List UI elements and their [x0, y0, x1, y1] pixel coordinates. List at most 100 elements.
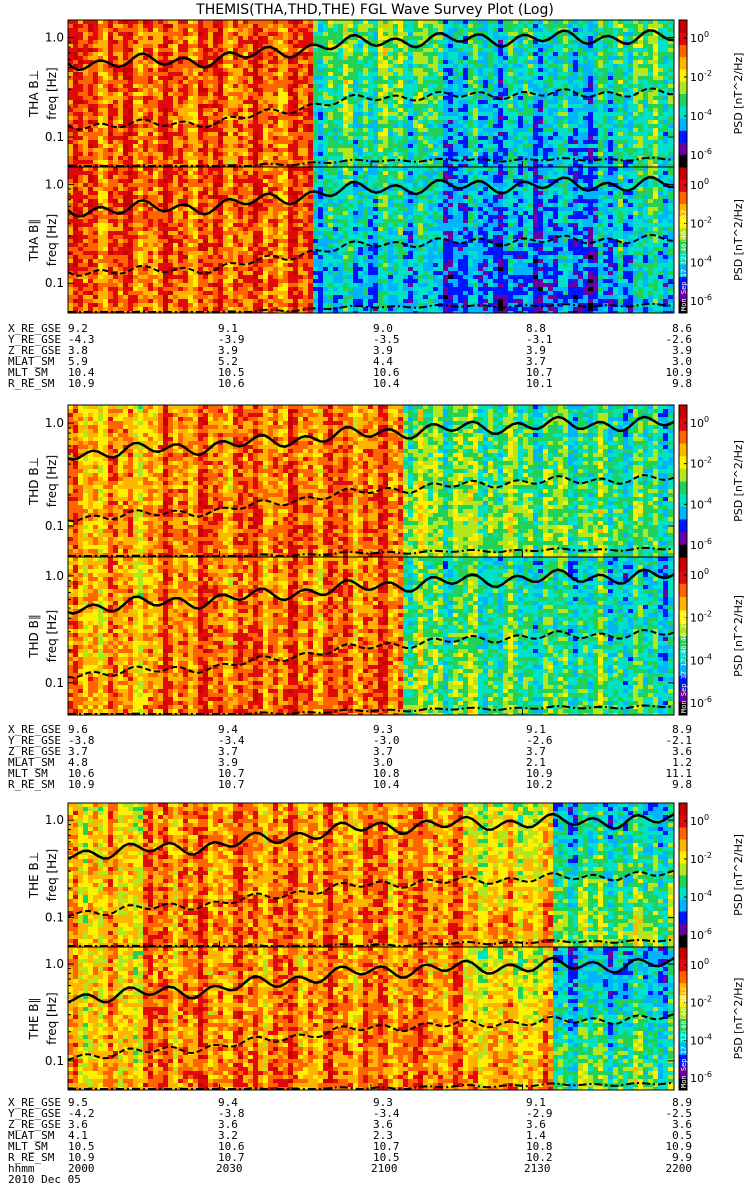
heatmap-cell: [73, 275, 79, 280]
heatmap-cell: [558, 40, 564, 45]
heatmap-cell: [68, 104, 74, 109]
heatmap-cell: [508, 128, 514, 133]
heatmap-cell: [343, 152, 349, 157]
heatmap-cell: [578, 152, 584, 157]
heatmap-cell: [193, 44, 199, 49]
gyro-frequency-line: [67, 29, 675, 72]
heatmap-cell: [203, 76, 209, 81]
heatmap-cell: [478, 28, 484, 33]
heatmap-cell: [158, 108, 164, 113]
heatmap-cell: [78, 207, 84, 212]
heatmap-cell: [333, 60, 339, 65]
heatmap-cell: [538, 128, 544, 133]
heatmap-cell: [183, 76, 189, 81]
heatmap-cell: [483, 72, 489, 77]
heatmap-cell: [348, 96, 354, 101]
heatmap-cell: [203, 164, 209, 168]
heatmap-cell: [503, 48, 509, 53]
heatmap-cell: [118, 96, 124, 101]
heatmap-cell: [288, 112, 294, 117]
heatmap-cell: [143, 120, 149, 125]
heatmap-cell: [68, 140, 74, 145]
heatmap-cell: [68, 307, 74, 312]
heatmap-cell: [133, 108, 139, 113]
heatmap-cell: [398, 148, 404, 153]
heatmap-cell: [73, 279, 79, 284]
heatmap-cell: [498, 80, 504, 85]
heatmap-cell: [333, 96, 339, 101]
heatmap-cell: [648, 20, 654, 25]
heatmap-cell: [258, 108, 264, 113]
heatmap-cell: [648, 24, 654, 29]
heatmap-cell: [198, 44, 204, 49]
heatmap-cell: [533, 148, 539, 153]
heatmap-cell: [573, 76, 579, 81]
heatmap-cell: [103, 92, 109, 97]
heatmap-cell: [628, 92, 634, 97]
heatmap-cell: [373, 108, 379, 113]
heatmap-cell: [533, 40, 539, 45]
heatmap-cell: [568, 164, 574, 168]
heatmap-cell: [468, 88, 474, 93]
heatmap-cell: [273, 104, 279, 109]
heatmap-cell: [408, 128, 414, 133]
heatmap-cell: [258, 96, 264, 101]
heatmap-cell: [493, 124, 499, 129]
heatmap-cell: [153, 140, 159, 145]
heatmap-cell: [328, 24, 334, 29]
heatmap-cell: [558, 92, 564, 97]
heatmap-cell: [243, 88, 249, 93]
heatmap-cell: [213, 152, 219, 157]
heatmap-cell: [663, 156, 669, 161]
heatmap-cell: [128, 140, 134, 145]
heatmap-cell: [518, 124, 524, 129]
heatmap-cell: [268, 64, 274, 69]
heatmap-cell: [173, 88, 179, 93]
heatmap-cell: [573, 124, 579, 129]
heatmap-cell: [483, 64, 489, 69]
heatmap-cell: [188, 36, 194, 41]
heatmap-cell: [528, 76, 534, 81]
heatmap-cell: [433, 88, 439, 93]
heatmap-cell: [123, 60, 129, 65]
heatmap-cell: [543, 48, 549, 53]
heatmap-cell: [88, 124, 94, 129]
heatmap-cell: [208, 60, 214, 65]
heatmap-cell: [598, 76, 604, 81]
heatmap-cell: [188, 136, 194, 141]
heatmap-cell: [413, 88, 419, 93]
heatmap-cell: [78, 167, 84, 172]
heatmap-cell: [258, 136, 264, 141]
heatmap-cell: [338, 52, 344, 57]
heatmap-cell: [458, 120, 464, 125]
heatmap-cell: [228, 132, 234, 137]
heatmap-cell: [198, 52, 204, 57]
heatmap-cell: [203, 48, 209, 53]
heatmap-cell: [198, 96, 204, 101]
heatmap-cell: [263, 132, 269, 137]
heatmap-cell: [68, 48, 74, 53]
heatmap-cell: [653, 164, 659, 168]
heatmap-cell: [408, 60, 414, 65]
heatmap-cell: [328, 56, 334, 61]
heatmap-cell: [163, 36, 169, 41]
heatmap-cell: [338, 56, 344, 61]
heatmap-cell: [388, 64, 394, 69]
heatmap-cell: [68, 167, 74, 172]
heatmap-cell: [563, 132, 569, 137]
heatmap-cell: [258, 132, 264, 137]
heatmap-cell: [378, 68, 384, 73]
heatmap-cell: [388, 80, 394, 85]
heatmap-cell: [548, 64, 554, 69]
heatmap-cell: [78, 243, 84, 248]
heatmap-cell: [663, 72, 669, 77]
heatmap-cell: [253, 32, 259, 37]
heatmap-cell: [613, 68, 619, 73]
heatmap-cell: [493, 116, 499, 121]
heatmap-cell: [563, 96, 569, 101]
heatmap-cell: [193, 96, 199, 101]
heatmap-cell: [368, 96, 374, 101]
heatmap-cell: [193, 112, 199, 117]
heatmap-cell: [423, 160, 429, 165]
heatmap-cell: [263, 56, 269, 61]
